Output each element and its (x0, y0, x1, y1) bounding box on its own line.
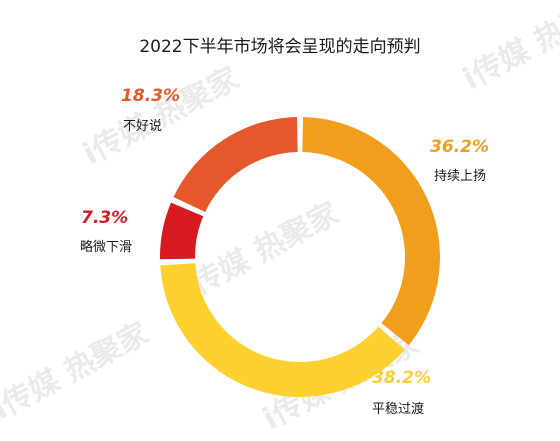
donut-slice-2 (160, 263, 405, 398)
watermark: i传媒 热聚家 (177, 196, 344, 307)
donut-slice-3 (160, 202, 204, 260)
donut-slice-4 (173, 117, 298, 213)
slice-category-label: 平稳过渡 (372, 401, 424, 417)
watermark: i传媒 热聚家 (457, 0, 560, 97)
slice-value-label: 38.2% (372, 368, 431, 388)
watermark: i传媒 热聚家 (0, 316, 155, 427)
slices-group (160, 117, 440, 398)
donut-slice-1 (302, 117, 440, 346)
slice-value-label: 36.2% (430, 137, 489, 157)
slice-category-label: 持续上扬 (434, 169, 486, 184)
slice-value-label: 7.3% (81, 208, 128, 228)
slice-value-label: 18.3% (121, 86, 180, 106)
chart-title: 2022下半年市场将会呈现的走向预判 (139, 37, 420, 57)
slice-category-label: 略微下滑 (80, 239, 132, 255)
slice-category-label: 不好说 (123, 119, 162, 134)
